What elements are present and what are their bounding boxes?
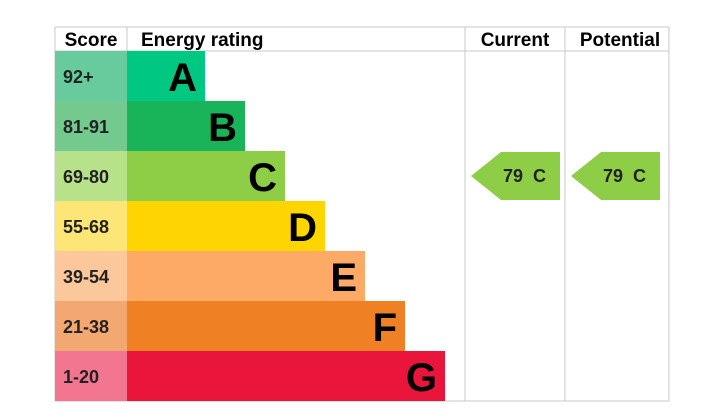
score-cell-b <box>55 101 127 151</box>
rating-bar-d <box>127 201 325 251</box>
score-cell-f <box>55 301 127 351</box>
rating-letter-b: B <box>208 106 237 150</box>
rating-bar-f <box>127 301 405 351</box>
rating-bar-b <box>127 101 245 151</box>
potential-rating-arrow <box>571 152 660 200</box>
rating-bar-c <box>127 151 285 201</box>
rating-letter-g: G <box>406 356 437 400</box>
score-label-g: 1-20 <box>63 367 99 387</box>
score-cell-e <box>55 251 127 301</box>
score-cell-d <box>55 201 127 251</box>
rating-letter-e: E <box>330 256 357 300</box>
header-score: Score <box>65 30 118 51</box>
rating-bands: 92+ A 81-91 B 69-80 C 55-68 D 39-54 E 21-38 F 1-20 G <box>55 51 445 401</box>
rating-letter-d: D <box>288 206 317 250</box>
rating-arrows: 79 C 79 C <box>471 152 660 200</box>
rating-letter-a: A <box>168 56 197 100</box>
current-rating-arrow <box>471 152 560 200</box>
rating-bar-a <box>127 51 205 101</box>
score-label-e: 39-54 <box>63 267 109 287</box>
header-energy-rating: Energy rating <box>141 30 263 51</box>
rating-letter-c: C <box>248 156 277 200</box>
header-potential: Potential <box>580 30 660 51</box>
current-rating-value: 79 C <box>503 166 546 186</box>
score-cell-c <box>55 151 127 201</box>
score-cell-g <box>55 351 127 401</box>
score-label-c: 69-80 <box>63 167 109 187</box>
potential-rating-value: 79 C <box>603 166 646 186</box>
rating-bar-e <box>127 251 365 301</box>
rating-letter-f: F <box>373 306 397 350</box>
score-label-d: 55-68 <box>63 217 109 237</box>
header-current: Current <box>481 30 550 51</box>
score-label-f: 21-38 <box>63 317 109 337</box>
score-label-a: 92+ <box>63 67 94 87</box>
rating-bar-g <box>127 351 445 401</box>
score-label-b: 81-91 <box>63 117 109 137</box>
score-cell-a <box>55 51 127 101</box>
